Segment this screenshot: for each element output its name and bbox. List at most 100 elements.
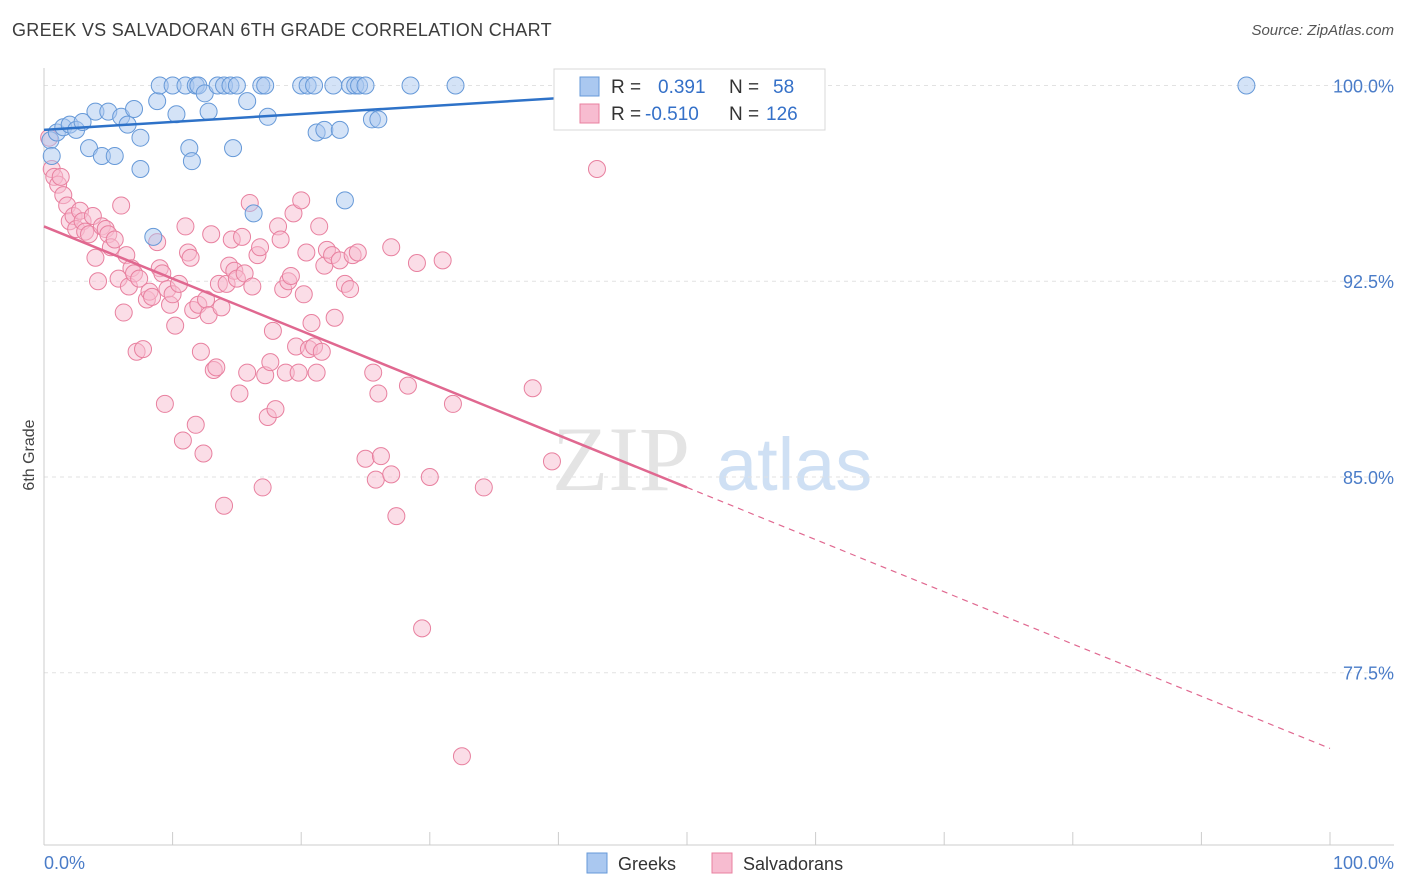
greek-point — [356, 76, 375, 95]
salvadoran-point — [302, 314, 321, 332]
greek-point — [224, 139, 243, 158]
x-tick-label-max: 100.0% — [1333, 853, 1394, 873]
salvadoran-point — [292, 191, 311, 210]
legend-greeks-label: Greeks — [618, 854, 676, 874]
salvadoran-point — [207, 358, 226, 377]
salvadoran-point — [398, 376, 417, 395]
series-legend: Greeks Salvadorans — [586, 852, 843, 874]
salvadoran-point — [238, 363, 257, 382]
salv-legend-swatch — [579, 103, 600, 124]
y-tick-label: 77.5% — [1343, 664, 1394, 684]
greek-point — [335, 191, 354, 210]
salvadoran-point — [194, 444, 213, 463]
greek-point — [238, 92, 257, 111]
y-tick-labels: 100.0% 92.5% 85.0% 77.5% — [1333, 76, 1394, 683]
salvadoran-point — [230, 384, 249, 403]
salvadoran-point — [325, 308, 344, 327]
salvadoran-point — [407, 253, 426, 272]
salv-r-label: R = — [611, 104, 641, 125]
legend-salvadorans-label: Salvadorans — [743, 854, 843, 874]
salvadoran-point — [134, 340, 153, 359]
greek-point — [131, 160, 150, 179]
salvadoran-point — [166, 316, 185, 335]
salvadoran-point — [114, 303, 133, 322]
salvadoran-point — [181, 248, 200, 267]
salvadoran-point — [261, 353, 280, 372]
salvadoran-point — [443, 394, 462, 413]
salvadoran-point — [474, 478, 493, 497]
legend-greeks-swatch — [586, 852, 608, 874]
greek-point — [401, 76, 420, 95]
axes — [43, 68, 1394, 846]
greek-point — [324, 76, 343, 95]
chart-title: GREEK VS SALVADORAN 6TH GRADE CORRELATIO… — [12, 20, 552, 40]
salvadoran-trend-line — [43, 225, 688, 489]
greek-point — [446, 76, 465, 95]
salvadoran-point — [202, 225, 221, 244]
greek-point — [244, 204, 263, 223]
salvadoran-point — [420, 467, 439, 486]
salvadoran-point — [387, 507, 406, 526]
salvadoran-point — [289, 363, 308, 382]
y-tick-label: 92.5% — [1343, 272, 1394, 292]
salvadoran-point — [307, 363, 326, 382]
salvadoran-point — [51, 167, 70, 186]
greek-point — [330, 120, 349, 139]
salv-n-label: N = — [729, 104, 759, 125]
salvadoran-points — [40, 128, 606, 766]
salvadoran-trend-extension — [686, 486, 1331, 749]
salvadoran-point — [215, 496, 234, 515]
y-tick-label: 85.0% — [1343, 468, 1394, 488]
greek-point — [305, 76, 324, 95]
salv-r-value: -0.510 — [645, 104, 699, 125]
salvadoran-point — [143, 287, 162, 306]
salvadoran-point — [382, 238, 401, 257]
salvadoran-point — [371, 447, 390, 466]
salvadoran-point — [366, 470, 385, 489]
greek-r-value: 0.391 — [658, 77, 706, 98]
salvadoran-point — [364, 363, 383, 382]
salvadoran-point — [382, 465, 401, 484]
salvadoran-point — [186, 415, 205, 434]
salvadoran-point — [310, 217, 329, 236]
salvadoran-point — [233, 227, 252, 246]
salvadoran-point — [369, 384, 388, 403]
salvadoran-point — [266, 400, 285, 419]
salvadoran-point — [294, 285, 313, 304]
legend-salvadorans-swatch — [711, 852, 733, 874]
greek-point — [148, 92, 167, 111]
x-tick-label-min: 0.0% — [44, 853, 85, 873]
salvadoran-point — [176, 217, 195, 236]
salvadoran-point — [348, 243, 367, 262]
salvadoran-point — [587, 160, 606, 179]
salvadoran-point — [155, 394, 174, 413]
watermark: ZIP atlas — [552, 408, 872, 510]
greek-point — [131, 128, 150, 147]
greek-n-label: N = — [729, 77, 759, 98]
greek-points — [41, 76, 1256, 246]
salvadoran-point — [173, 431, 192, 450]
greek-point — [1237, 76, 1256, 95]
greek-point — [125, 99, 144, 118]
salvadoran-point — [281, 267, 300, 286]
salvadoran-point — [356, 449, 375, 468]
source-credit: Source: ZipAtlas.com — [1251, 22, 1394, 39]
salvadoran-point — [253, 478, 272, 497]
salvadoran-point — [105, 230, 124, 249]
salvadoran-point — [413, 619, 432, 638]
salvadoran-point — [89, 272, 108, 291]
salvadoran-point — [130, 269, 149, 288]
greek-point — [256, 76, 275, 95]
greek-point — [227, 76, 246, 95]
watermark-zip: ZIP — [552, 408, 690, 510]
y-axis-label: 6th Grade — [21, 419, 38, 490]
salvadoran-point — [251, 238, 270, 257]
salvadoran-point — [312, 342, 331, 361]
salvadoran-point — [263, 321, 282, 340]
stats-legend: R = 0.391 N = 58 R = -0.510 N = 126 — [553, 68, 826, 131]
salvadoran-point — [297, 243, 316, 262]
salvadoran-point — [243, 277, 262, 296]
salvadoran-point — [112, 196, 131, 215]
greek-point — [42, 146, 61, 165]
